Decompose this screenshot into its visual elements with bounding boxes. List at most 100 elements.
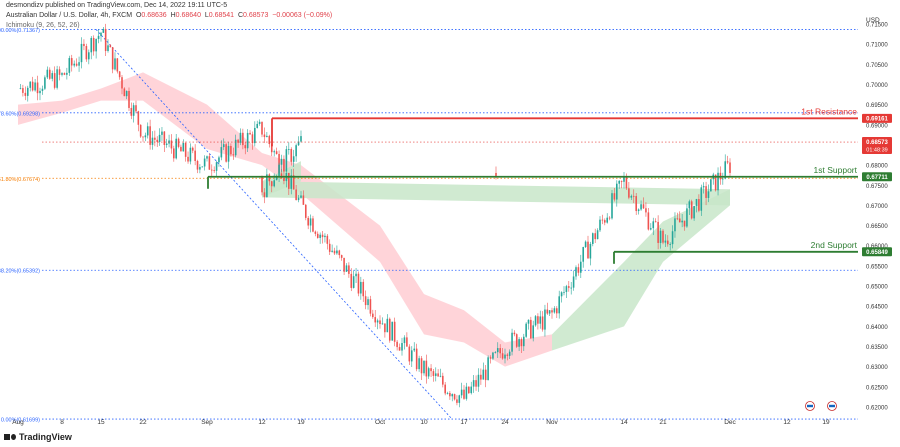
candle-body xyxy=(283,178,285,182)
candle-body xyxy=(210,169,213,171)
tradingview-logo[interactable]: TradingView xyxy=(4,432,72,442)
candle-body xyxy=(280,173,283,179)
candle-body xyxy=(532,325,534,339)
low-value: 0.68541 xyxy=(208,12,235,19)
candle-body xyxy=(316,233,319,238)
fib-level-label: 0.00%(0.61699) xyxy=(1,418,40,424)
candle-body xyxy=(331,250,333,252)
y-tick-label: 0.63000 xyxy=(866,365,888,371)
candle-body xyxy=(664,240,667,243)
candle-body xyxy=(297,197,300,201)
candle-body xyxy=(700,187,703,211)
candle-body xyxy=(312,218,314,232)
candle-body xyxy=(333,250,336,254)
candle-body xyxy=(604,220,606,223)
candle-body xyxy=(355,273,357,277)
candle-body xyxy=(295,145,297,157)
x-tick-label: 10 xyxy=(420,419,428,426)
candle-body xyxy=(24,92,27,96)
candle-body xyxy=(139,124,142,137)
candle-body xyxy=(75,63,78,66)
candle-body xyxy=(70,58,73,66)
candle-body xyxy=(249,132,251,135)
x-tick-label: 12 xyxy=(258,419,266,426)
candle-body xyxy=(729,162,731,173)
candle-body xyxy=(343,257,345,272)
candle-body xyxy=(374,317,377,323)
candle-body xyxy=(439,375,442,377)
candle-body xyxy=(29,81,32,88)
candle-body xyxy=(594,233,596,240)
x-tick-label: 15 xyxy=(97,419,105,426)
candle-body xyxy=(80,43,83,63)
candle-body xyxy=(270,144,273,153)
candle-body xyxy=(572,276,575,288)
candle-body xyxy=(104,28,107,51)
candle-body xyxy=(406,337,408,347)
x-tick-label: 17 xyxy=(460,419,468,426)
publisher-line: desmondizv published on TradingView.com,… xyxy=(6,2,227,9)
candle-body xyxy=(288,149,290,150)
candle-body xyxy=(376,320,379,323)
candle-body xyxy=(121,77,123,89)
level-price-tag-label: 0.69161 xyxy=(866,117,888,123)
candle-body xyxy=(430,368,432,372)
y-tick-label: 0.69000 xyxy=(866,123,888,129)
candle-body xyxy=(275,176,278,181)
candle-body xyxy=(56,69,58,88)
x-tick-label: Sep xyxy=(201,419,213,426)
indicator-line[interactable]: Ichimoku (9, 26, 52, 26) xyxy=(6,22,80,29)
candle-body xyxy=(577,267,580,273)
candle-body xyxy=(256,123,259,128)
candle-body xyxy=(565,286,568,292)
y-tick-label: 0.66000 xyxy=(866,244,888,250)
candle-body xyxy=(669,244,671,245)
candle-body xyxy=(362,281,365,297)
candle-body xyxy=(659,230,662,243)
candle-body xyxy=(451,394,454,397)
y-tick-label: 0.66500 xyxy=(866,224,888,230)
candle-body xyxy=(623,177,625,182)
candle-body xyxy=(199,167,201,170)
candle-body xyxy=(681,220,683,223)
y-tick-label: 0.69500 xyxy=(866,103,888,109)
candle-body xyxy=(273,180,275,187)
candle-body xyxy=(544,309,546,330)
candle-body xyxy=(196,160,199,170)
countdown-label: 01:48:39 xyxy=(866,148,887,154)
candle-body xyxy=(642,204,645,209)
candle-body xyxy=(51,73,54,79)
candle-body xyxy=(336,250,338,254)
candle-body xyxy=(53,73,56,88)
candle-body xyxy=(191,147,194,151)
candle-body xyxy=(290,175,293,189)
candle-body xyxy=(163,131,166,145)
candle-body xyxy=(372,313,374,318)
candle-body xyxy=(324,235,326,238)
candle-body xyxy=(123,88,126,97)
candle-body xyxy=(492,352,494,359)
candle-body xyxy=(401,343,403,351)
open-value: 0.68636 xyxy=(141,12,167,19)
y-tick-label: 0.62000 xyxy=(866,405,888,411)
candle-body xyxy=(270,181,273,187)
symbol-text[interactable]: Australian Dollar / U.S. Dollar, 4h, FXC… xyxy=(6,12,133,19)
candle-body xyxy=(128,90,130,108)
candle-body xyxy=(78,62,80,66)
candle-body xyxy=(280,158,283,165)
candle-body xyxy=(309,218,312,226)
candle-body xyxy=(534,316,537,326)
candle-body xyxy=(403,337,406,344)
candle-body xyxy=(415,348,418,370)
candle-body xyxy=(463,389,465,399)
candle-body xyxy=(468,386,470,394)
candle-body xyxy=(558,296,560,314)
candle-body xyxy=(102,28,105,33)
candle-body xyxy=(690,201,693,219)
candle-body xyxy=(83,43,85,47)
candle-body xyxy=(116,58,119,72)
levels-layer: 1st Resistance 1st Support 2nd Support xyxy=(42,106,858,264)
trendline-layer xyxy=(95,29,453,420)
candle-body xyxy=(423,360,425,374)
